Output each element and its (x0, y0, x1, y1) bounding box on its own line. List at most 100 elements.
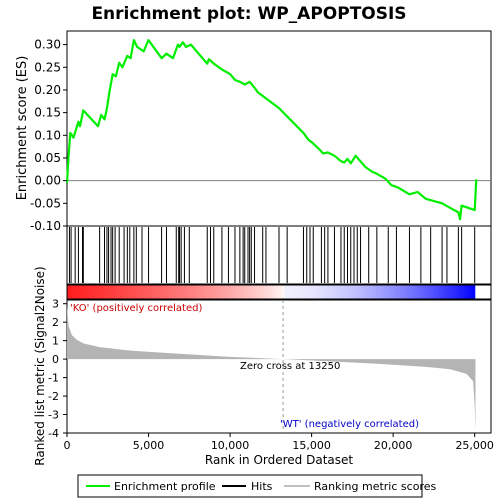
legend-label-hits: Hits (251, 480, 273, 493)
rank-bar-segment (247, 285, 252, 299)
rank-bar-segment (386, 285, 391, 299)
rank-bar-segment (162, 285, 167, 299)
x-tick-label: 5,000 (133, 439, 165, 452)
legend-label-enrichment: Enrichment profile (114, 480, 216, 493)
rank-bar-segment (202, 285, 207, 299)
metric-y-tick-label: -2 (48, 390, 59, 403)
rank-bar-segment (406, 285, 411, 299)
rank-bar-segment (226, 285, 231, 299)
rank-bar-segment (369, 285, 374, 299)
x-tick-label: 10,000 (211, 439, 250, 452)
rank-bar-segment (114, 285, 119, 299)
rank-bar-segment (155, 285, 160, 299)
es-y-tick-label: 0.15 (34, 106, 61, 120)
rank-bar-segment (352, 285, 357, 299)
rank-bar-segment (450, 285, 455, 299)
rank-bar-segment (355, 285, 360, 299)
es-y-tick-label: 0.05 (34, 151, 61, 165)
rank-bar-segment (216, 285, 221, 299)
rank-bar-segment (382, 285, 387, 299)
rank-bar-segment (427, 285, 432, 299)
rank-bar-segment (117, 285, 122, 299)
rank-bar-segment (172, 285, 177, 299)
rank-bar-segment (233, 285, 238, 299)
wt-label: 'WT' (negatively correlated) (280, 419, 419, 430)
ranking-color-bar (66, 284, 492, 300)
rank-bar-segment (128, 285, 133, 299)
rank-bar-segment (433, 285, 438, 299)
rank-bar-segment (396, 285, 401, 299)
rank-bar-segment (447, 285, 452, 299)
rank-bar-segment (83, 285, 88, 299)
rank-bar-segment (315, 285, 320, 299)
rank-bar-segment (457, 285, 462, 299)
rank-bar-segment (308, 285, 313, 299)
rank-bar-segment (454, 285, 459, 299)
rank-bar-segment (464, 285, 469, 299)
es-y-tick-label: 0.25 (34, 60, 61, 74)
rank-bar-segment (338, 285, 343, 299)
rank-bar-segment (304, 285, 309, 299)
rank-bar-segment (274, 285, 279, 299)
rank-bar-segment (70, 285, 75, 299)
rank-bar-segment (179, 285, 184, 299)
rank-bar-segment (236, 285, 241, 299)
rank-bar-segment (151, 285, 156, 299)
rank-bar-segment (420, 285, 425, 299)
rank-bar-segment (209, 285, 214, 299)
rank-bar-segment (168, 285, 173, 299)
rank-bar-segment (124, 285, 129, 299)
rank-bar-segment (104, 285, 109, 299)
rank-bar-segment (318, 285, 323, 299)
metric-y-tick-label: 2 (52, 316, 59, 329)
rank-bar-segment (257, 285, 262, 299)
rank-bar-segment (77, 285, 82, 299)
rank-bar-segment (399, 285, 404, 299)
rank-bar-segment (260, 285, 265, 299)
rank-bar-segment (345, 285, 350, 299)
rank-bar-segment (376, 285, 381, 299)
rank-bar-segment (134, 285, 139, 299)
rank-bar-segment (301, 285, 306, 299)
rank-bar-segment (267, 285, 272, 299)
rank-bar-segment (471, 285, 476, 299)
rank-bar-segment (192, 285, 197, 299)
rank-bar-segment (403, 285, 408, 299)
rank-bar-segment (165, 285, 170, 299)
rank-bar-segment (80, 285, 85, 299)
rank-bar-segment (253, 285, 258, 299)
rank-bar-segment (158, 285, 163, 299)
rank-bar-segment (379, 285, 384, 299)
rank-bar-segment (185, 285, 190, 299)
rank-bar-segment (277, 285, 282, 299)
rank-bar-segment (100, 285, 105, 299)
legend: Enrichment profile Hits Ranking metric s… (77, 474, 436, 498)
rank-bar-segment (189, 285, 194, 299)
rank-bar-segment (359, 285, 364, 299)
rank-bar-segment (281, 285, 286, 299)
rank-bar-segment (145, 285, 150, 299)
chart-title: Enrichment plot: WP_APOPTOSIS (91, 4, 406, 24)
rank-bar-segment (328, 285, 333, 299)
ko-label: 'KO' (positively correlated) (70, 303, 202, 314)
rank-bar-segment (444, 285, 449, 299)
rank-bar-segment (121, 285, 126, 299)
rank-bar-segment (362, 285, 367, 299)
metric-y-tick-label: -4 (48, 427, 59, 440)
rank-bar-segment (325, 285, 330, 299)
rank-bar-segment (332, 285, 336, 299)
rank-bar-segment (264, 285, 269, 299)
es-y-tick-label: 0.10 (34, 128, 61, 142)
rank-bar-segment (182, 285, 187, 299)
metric-axis-label: Ranked list metric (Signal2Noise) (33, 266, 47, 465)
rank-bar-segment (206, 285, 211, 299)
es-panel-frame (66, 30, 492, 227)
metric-y-tick-label: 0 (52, 353, 59, 366)
rank-bar-segment (440, 285, 445, 299)
legend-box (77, 474, 423, 498)
rank-bar-segment (467, 285, 472, 299)
rank-bar-segment (342, 285, 347, 299)
es-y-tick-label: 0.30 (34, 38, 61, 52)
rank-bar-segment (138, 285, 143, 299)
